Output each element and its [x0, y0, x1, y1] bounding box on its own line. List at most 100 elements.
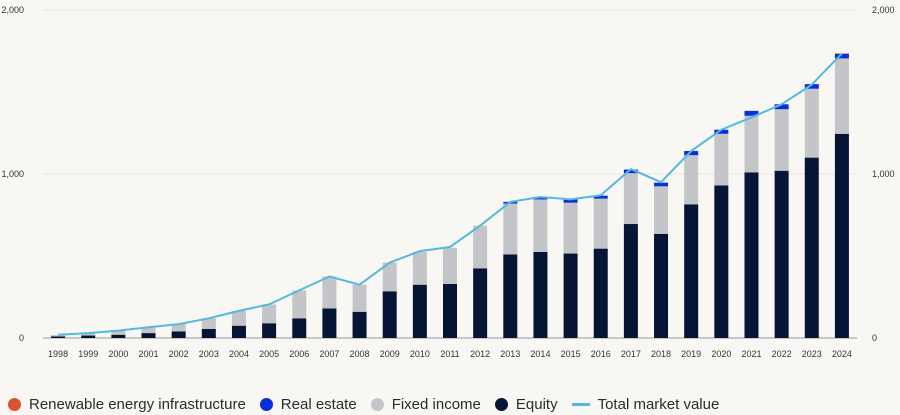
- legend-label-renewable: Renewable energy infrastructure: [29, 395, 246, 413]
- legend-swatch-total-market-value: [571, 402, 590, 406]
- bar-fixed-income[interactable]: [654, 186, 669, 234]
- bar-fixed-income[interactable]: [292, 290, 307, 319]
- bar-equity[interactable]: [774, 170, 789, 338]
- bar-equity[interactable]: [51, 336, 66, 338]
- bar-fixed-income[interactable]: [774, 109, 789, 171]
- bars-layer: [51, 53, 849, 338]
- bar-fixed-income[interactable]: [473, 225, 488, 269]
- bar-fixed-income[interactable]: [111, 330, 126, 335]
- bar-equity[interactable]: [382, 291, 397, 338]
- x-tick-label: 2000: [108, 349, 128, 359]
- legend-item-fixed-income[interactable]: Fixed income: [370, 395, 481, 413]
- bar-real-estate[interactable]: [774, 104, 789, 110]
- x-tick-label: 2019: [681, 349, 701, 359]
- bar-equity[interactable]: [654, 233, 669, 338]
- bar-fixed-income[interactable]: [81, 333, 96, 336]
- bar-equity[interactable]: [834, 133, 849, 338]
- bar-fixed-income[interactable]: [593, 198, 608, 249]
- bar-equity[interactable]: [473, 268, 488, 338]
- bar-fixed-income[interactable]: [684, 155, 699, 205]
- bar-fixed-income[interactable]: [262, 304, 277, 324]
- legend-swatch-renewable: [8, 397, 21, 411]
- x-tick-label: 2002: [169, 349, 189, 359]
- x-tick-label: 2011: [440, 349, 459, 359]
- bar-fixed-income[interactable]: [201, 318, 216, 329]
- bar-equity[interactable]: [262, 323, 277, 338]
- bar-fixed-income[interactable]: [443, 247, 457, 284]
- bar-equity[interactable]: [171, 331, 186, 338]
- bar-fixed-income[interactable]: [503, 203, 518, 255]
- bar-equity[interactable]: [201, 328, 216, 338]
- bar-equity[interactable]: [684, 204, 699, 338]
- bar-fixed-income[interactable]: [382, 262, 397, 292]
- bar-real-estate[interactable]: [804, 84, 819, 89]
- x-tick-label: 2008: [350, 349, 370, 359]
- bar-fixed-income[interactable]: [171, 324, 186, 332]
- bar-equity[interactable]: [443, 283, 457, 338]
- bar-real-estate[interactable]: [533, 196, 548, 200]
- stacked-bar-chart: 0 1,000 2,000 0 1,000 2,000 1998 1999 2000 2001…: [1, 5, 895, 359]
- bar-equity[interactable]: [744, 172, 759, 338]
- bar-equity[interactable]: [412, 284, 427, 338]
- y-tick-label-right: 0: [872, 333, 877, 343]
- legend-label-fixed-income: Fixed income: [391, 395, 481, 413]
- bar-real-estate[interactable]: [744, 110, 759, 116]
- y-tick-label-left: 1,000: [1, 169, 24, 179]
- bar-fixed-income[interactable]: [714, 133, 729, 186]
- bar-equity[interactable]: [563, 253, 578, 338]
- bar-real-estate[interactable]: [593, 195, 608, 199]
- bar-equity[interactable]: [804, 157, 819, 338]
- bar-equity[interactable]: [231, 325, 246, 338]
- legend-item-equity[interactable]: Equity: [494, 395, 558, 413]
- legend-item-real-estate[interactable]: Real estate: [259, 395, 357, 413]
- bar-real-estate[interactable]: [654, 182, 669, 187]
- bar-fixed-income[interactable]: [412, 251, 427, 285]
- bar-equity[interactable]: [322, 308, 337, 338]
- x-tick-label: 2012: [470, 349, 490, 359]
- bar-real-estate[interactable]: [623, 169, 638, 174]
- bar-equity[interactable]: [352, 311, 367, 338]
- legend-label-equity: Equity: [515, 395, 558, 413]
- x-tick-label: 2010: [410, 349, 430, 359]
- bar-equity[interactable]: [292, 318, 307, 338]
- x-tick-label: 2001: [139, 349, 159, 359]
- bar-fixed-income[interactable]: [744, 115, 759, 173]
- legend-swatch-fixed-income: [370, 397, 384, 411]
- bar-fixed-income[interactable]: [834, 58, 849, 134]
- bar-real-estate[interactable]: [684, 151, 699, 156]
- x-tick-label: 2022: [772, 349, 792, 359]
- x-tick-label: 2023: [802, 349, 822, 359]
- legend-label-real-estate: Real estate: [280, 395, 357, 413]
- bar-fixed-income[interactable]: [141, 327, 156, 334]
- bar-real-estate[interactable]: [834, 53, 849, 59]
- bar-equity[interactable]: [593, 248, 608, 338]
- legend-swatch-equity: [494, 397, 508, 411]
- bar-equity[interactable]: [111, 334, 126, 338]
- bar-equity[interactable]: [81, 335, 96, 338]
- bar-fixed-income[interactable]: [322, 276, 337, 309]
- x-axis: 1998 1999 2000 2001 2002 2003 2004 2005 2006 2007…: [48, 349, 852, 359]
- bar-fixed-income[interactable]: [352, 284, 367, 312]
- bar-real-estate[interactable]: [563, 199, 578, 203]
- legend-item-total-market-value[interactable]: Total market value: [571, 396, 719, 413]
- bar-fixed-income[interactable]: [623, 173, 638, 225]
- bar-equity[interactable]: [714, 185, 729, 338]
- bar-fixed-income[interactable]: [51, 335, 66, 337]
- total-market-value-line[interactable]: [58, 52, 843, 336]
- x-tick-label: 2004: [229, 349, 249, 359]
- bar-equity[interactable]: [503, 254, 518, 338]
- bar-equity[interactable]: [141, 333, 156, 338]
- x-tick-label: 2003: [199, 349, 219, 359]
- bar-real-estate[interactable]: [714, 129, 729, 134]
- x-tick-label: 2005: [259, 349, 279, 359]
- x-tick-label: 2009: [380, 349, 400, 359]
- bar-fixed-income[interactable]: [804, 88, 819, 158]
- bar-equity[interactable]: [623, 224, 638, 338]
- bar-equity[interactable]: [533, 251, 548, 338]
- legend-item-renewable[interactable]: Renewable energy infrastructure: [8, 396, 246, 413]
- x-tick-label: 2024: [832, 349, 852, 359]
- bar-fixed-income[interactable]: [533, 199, 548, 252]
- bar-fixed-income[interactable]: [231, 310, 246, 326]
- y-tick-label-right: 1,000: [872, 169, 895, 179]
- bar-fixed-income[interactable]: [563, 202, 578, 254]
